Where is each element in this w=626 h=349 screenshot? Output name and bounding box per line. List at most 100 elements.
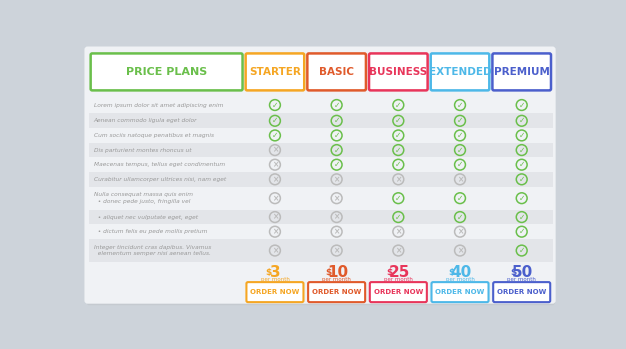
Text: • dictum felis eu pede mollis pretium: • dictum felis eu pede mollis pretium bbox=[94, 229, 207, 234]
Text: • aliquet nec vulputate eget, eget: • aliquet nec vulputate eget, eget bbox=[94, 215, 198, 220]
Text: ✓: ✓ bbox=[518, 194, 525, 203]
Text: ORDER NOW: ORDER NOW bbox=[435, 289, 485, 295]
FancyBboxPatch shape bbox=[87, 50, 555, 305]
Text: PREMIUM: PREMIUM bbox=[494, 67, 550, 77]
Text: ✓: ✓ bbox=[518, 116, 525, 125]
Text: Maecenas tempus, tellus eget condimentum: Maecenas tempus, tellus eget condimentum bbox=[94, 162, 225, 167]
Text: ✓: ✓ bbox=[272, 131, 278, 140]
Text: ×: × bbox=[457, 175, 463, 184]
Text: per month: per month bbox=[384, 277, 413, 282]
Text: ✓: ✓ bbox=[518, 213, 525, 222]
Text: BUSINESS: BUSINESS bbox=[369, 67, 428, 77]
Text: 40: 40 bbox=[450, 265, 471, 280]
FancyBboxPatch shape bbox=[431, 53, 490, 90]
Bar bbox=[89, 97, 553, 113]
FancyBboxPatch shape bbox=[493, 53, 551, 90]
Text: ×: × bbox=[334, 246, 340, 255]
Text: PRICE PLANS: PRICE PLANS bbox=[126, 67, 207, 77]
Text: ORDER NOW: ORDER NOW bbox=[374, 289, 423, 295]
Text: ×: × bbox=[395, 175, 401, 184]
Text: ×: × bbox=[334, 175, 340, 184]
Text: 10: 10 bbox=[327, 265, 348, 280]
Text: ×: × bbox=[272, 213, 278, 222]
Text: Dis parturient montes rhoncus ut: Dis parturient montes rhoncus ut bbox=[94, 148, 192, 153]
Bar bbox=[89, 224, 553, 239]
Text: 3: 3 bbox=[270, 265, 281, 280]
Text: ×: × bbox=[272, 175, 278, 184]
Text: EXTENDED: EXTENDED bbox=[429, 67, 491, 77]
Text: ✓: ✓ bbox=[334, 146, 340, 155]
Text: ✓: ✓ bbox=[457, 146, 463, 155]
Bar bbox=[89, 113, 553, 128]
Bar bbox=[89, 172, 553, 187]
Bar bbox=[89, 239, 553, 262]
Text: Cum sociis natoque penatibus et magnis: Cum sociis natoque penatibus et magnis bbox=[94, 133, 213, 138]
Text: ✓: ✓ bbox=[334, 160, 340, 169]
Text: Nulla consequat massa quis enim
  • donec pede justo, fringilla vel: Nulla consequat massa quis enim • donec … bbox=[94, 192, 193, 204]
FancyBboxPatch shape bbox=[85, 46, 556, 304]
Text: ×: × bbox=[272, 146, 278, 155]
Text: ✓: ✓ bbox=[518, 146, 525, 155]
Bar bbox=[89, 157, 553, 172]
Text: ✓: ✓ bbox=[395, 194, 401, 203]
Text: ✓: ✓ bbox=[395, 160, 401, 169]
Text: ✓: ✓ bbox=[518, 246, 525, 255]
Bar bbox=[89, 210, 553, 224]
Text: BASIC: BASIC bbox=[319, 67, 354, 77]
Bar bbox=[89, 143, 553, 157]
Text: $: $ bbox=[448, 268, 454, 277]
Text: ✓: ✓ bbox=[518, 131, 525, 140]
Text: ORDER NOW: ORDER NOW bbox=[312, 289, 361, 295]
Text: ✓: ✓ bbox=[457, 160, 463, 169]
Text: ×: × bbox=[395, 227, 401, 236]
Text: ×: × bbox=[272, 246, 278, 255]
Text: per month: per month bbox=[446, 277, 475, 282]
Text: $: $ bbox=[387, 268, 393, 277]
Text: ×: × bbox=[395, 246, 401, 255]
Text: ✓: ✓ bbox=[457, 213, 463, 222]
Text: ×: × bbox=[334, 194, 340, 203]
Text: STARTER: STARTER bbox=[249, 67, 301, 77]
Text: Aenean commodo ligula eget dolor: Aenean commodo ligula eget dolor bbox=[94, 118, 197, 123]
Text: per month: per month bbox=[260, 277, 289, 282]
Text: ✓: ✓ bbox=[518, 101, 525, 110]
Text: ORDER NOW: ORDER NOW bbox=[250, 289, 300, 295]
Text: ✓: ✓ bbox=[518, 175, 525, 184]
Text: 25: 25 bbox=[388, 265, 410, 280]
FancyBboxPatch shape bbox=[247, 282, 304, 302]
Bar bbox=[89, 187, 553, 210]
Text: ✓: ✓ bbox=[518, 227, 525, 236]
FancyBboxPatch shape bbox=[307, 53, 366, 90]
Text: ✓: ✓ bbox=[395, 213, 401, 222]
Text: $: $ bbox=[265, 268, 272, 277]
Text: ✓: ✓ bbox=[518, 160, 525, 169]
Text: per month: per month bbox=[507, 277, 536, 282]
Text: ✓: ✓ bbox=[395, 146, 401, 155]
Text: ×: × bbox=[272, 160, 278, 169]
Text: ×: × bbox=[334, 213, 340, 222]
FancyBboxPatch shape bbox=[245, 53, 304, 90]
FancyBboxPatch shape bbox=[369, 53, 428, 90]
FancyBboxPatch shape bbox=[370, 282, 427, 302]
Text: $: $ bbox=[325, 268, 331, 277]
Text: Integer tincidunt cras dapibus. Vivamus
  elementum semper nisi aenean tellus.: Integer tincidunt cras dapibus. Vivamus … bbox=[94, 245, 211, 257]
FancyBboxPatch shape bbox=[493, 282, 550, 302]
Text: ✓: ✓ bbox=[334, 131, 340, 140]
Text: ×: × bbox=[272, 194, 278, 203]
Text: ✓: ✓ bbox=[457, 131, 463, 140]
Text: ✓: ✓ bbox=[395, 101, 401, 110]
FancyBboxPatch shape bbox=[308, 282, 365, 302]
Text: ×: × bbox=[457, 227, 463, 236]
Text: ✓: ✓ bbox=[457, 194, 463, 203]
FancyBboxPatch shape bbox=[431, 282, 488, 302]
Text: ✓: ✓ bbox=[457, 116, 463, 125]
FancyBboxPatch shape bbox=[91, 53, 242, 90]
Text: ×: × bbox=[457, 246, 463, 255]
Text: ✓: ✓ bbox=[395, 116, 401, 125]
Bar bbox=[89, 128, 553, 143]
Text: ORDER NOW: ORDER NOW bbox=[497, 289, 546, 295]
Text: $: $ bbox=[510, 268, 516, 277]
Text: ×: × bbox=[272, 227, 278, 236]
Text: ✓: ✓ bbox=[334, 101, 340, 110]
Text: ×: × bbox=[334, 227, 340, 236]
